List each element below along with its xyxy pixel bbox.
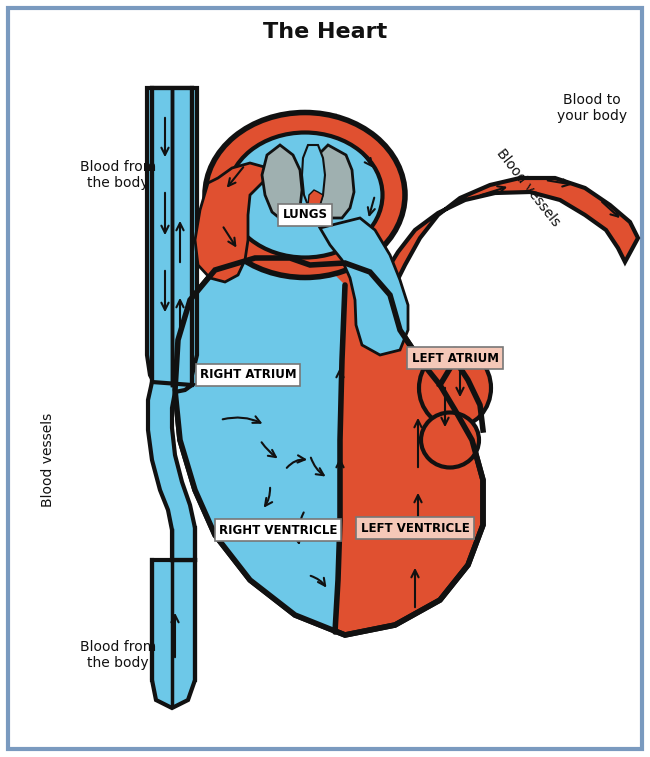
Text: The Heart: The Heart xyxy=(263,22,387,42)
Polygon shape xyxy=(175,258,345,632)
Text: LUNGS: LUNGS xyxy=(283,208,328,222)
Polygon shape xyxy=(368,178,638,308)
Polygon shape xyxy=(308,190,323,215)
Polygon shape xyxy=(175,258,483,635)
Text: Blood to
your body: Blood to your body xyxy=(557,93,627,123)
Text: LEFT VENTRICLE: LEFT VENTRICLE xyxy=(361,522,469,534)
Polygon shape xyxy=(315,145,354,218)
Text: RIGHT ATRIUM: RIGHT ATRIUM xyxy=(200,369,296,382)
Ellipse shape xyxy=(421,413,479,468)
Text: Blood vessels: Blood vessels xyxy=(493,147,562,229)
Ellipse shape xyxy=(419,349,491,427)
Ellipse shape xyxy=(227,132,382,257)
Polygon shape xyxy=(262,145,302,220)
Polygon shape xyxy=(302,145,325,215)
Text: Blood vessels: Blood vessels xyxy=(41,413,55,507)
Polygon shape xyxy=(147,88,197,388)
FancyBboxPatch shape xyxy=(8,8,642,749)
Polygon shape xyxy=(268,116,340,268)
Text: LEFT ATRIUM: LEFT ATRIUM xyxy=(411,351,499,365)
Text: Blood from
the body: Blood from the body xyxy=(80,160,156,190)
Polygon shape xyxy=(320,218,408,355)
Ellipse shape xyxy=(205,113,405,278)
Text: Blood from
the body: Blood from the body xyxy=(80,640,156,670)
Polygon shape xyxy=(148,382,195,560)
Polygon shape xyxy=(152,88,192,392)
Polygon shape xyxy=(195,163,268,282)
Text: RIGHT VENTRICLE: RIGHT VENTRICLE xyxy=(219,524,337,537)
Polygon shape xyxy=(152,560,195,708)
